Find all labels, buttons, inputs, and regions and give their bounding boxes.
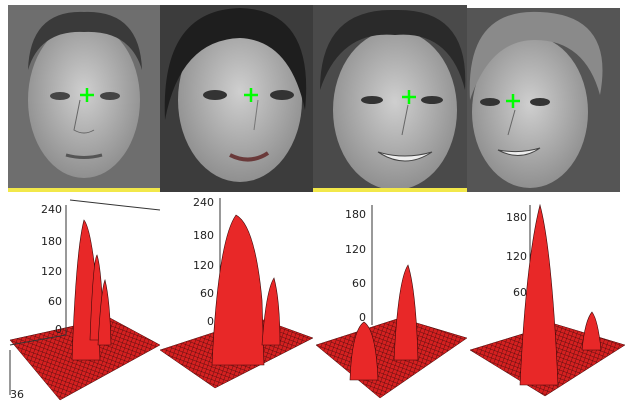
z-tick-label: 60 — [513, 286, 527, 299]
z-tick-label: 0 — [55, 323, 62, 336]
z-tick-label: 0 — [359, 311, 366, 324]
z-tick-label: 60 — [48, 295, 62, 308]
face-photo — [8, 5, 160, 192]
surface-plot: 240 180 120 60 0 — [160, 196, 313, 388]
surface-plot: 240 180 120 60 0 36 — [10, 200, 160, 401]
figure: 240 180 120 60 0 36 240 180 120 60 0 180… — [0, 0, 630, 403]
face-photo — [160, 5, 313, 192]
z-tick-label: 180 — [193, 229, 214, 242]
z-tick-label: 120 — [41, 265, 62, 278]
z-tick-label: 120 — [345, 243, 366, 256]
z-tick-label: 180 — [506, 211, 527, 224]
z-tick-label: 120 — [193, 259, 214, 272]
z-tick-label: 180 — [345, 208, 366, 221]
page: 240 180 120 60 0 36 240 180 120 60 0 180… — [0, 0, 630, 403]
z-tick-label: 240 — [193, 196, 214, 209]
z-tick-label: 60 — [352, 277, 366, 290]
face-photo — [467, 8, 620, 192]
z-tick-label: 120 — [506, 250, 527, 263]
axis-tick-label: 36 — [10, 388, 24, 401]
z-tick-label: 240 — [41, 203, 62, 216]
surface-plot: 180 120 60 — [470, 205, 625, 396]
z-tick-label: 180 — [41, 235, 62, 248]
face-photo — [313, 5, 467, 192]
z-tick-label: 0 — [207, 315, 214, 328]
surface-plot: 180 120 60 0 — [316, 205, 467, 398]
z-tick-label: 60 — [200, 287, 214, 300]
